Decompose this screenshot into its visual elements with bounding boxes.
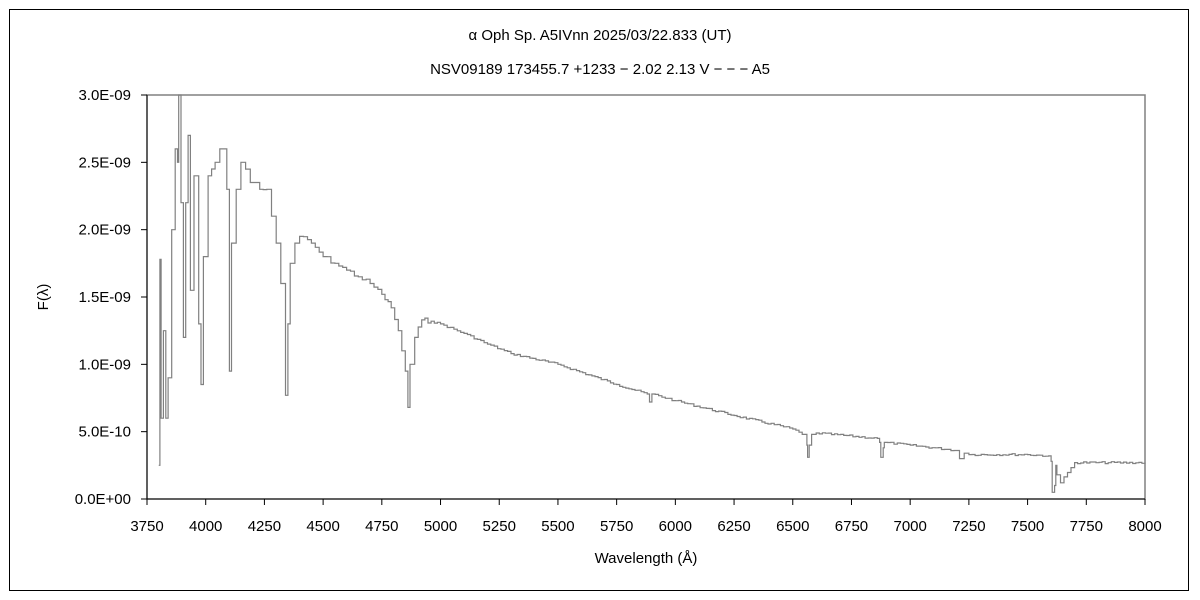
y-tick-label: 5.0E-10: [78, 424, 131, 441]
x-axis-label: Wavelength (Å): [595, 550, 698, 567]
x-tick-label: 7000: [893, 518, 926, 535]
x-tick-label: 6000: [659, 518, 692, 535]
x-tick-label: 8000: [1128, 518, 1161, 535]
y-tick-label: 1.0E-09: [78, 356, 131, 373]
y-tick-label: 2.5E-09: [78, 154, 131, 171]
x-tick-label: 6250: [717, 518, 750, 535]
y-axis-label: F(λ): [35, 284, 52, 311]
chart-subtitle: NSV09189 173455.7 +1233 − 2.02 2.13 V − …: [430, 61, 770, 78]
y-tick-label: 0.0E+00: [75, 491, 131, 508]
y-tick-label: 3.0E-09: [78, 87, 131, 104]
x-tick-label: 6750: [835, 518, 868, 535]
x-tick-label: 5500: [541, 518, 574, 535]
chart-frame: [9, 9, 1189, 591]
y-tick-label: 2.0E-09: [78, 222, 131, 239]
x-tick-label: 7250: [952, 518, 985, 535]
plot-area: [146, 94, 1146, 500]
x-tick-label: 3750: [130, 518, 163, 535]
x-tick-label: 4000: [189, 518, 222, 535]
spectrum-line: [158, 94, 1146, 493]
x-tick-label: 5000: [424, 518, 457, 535]
y-tick-label: 1.5E-09: [78, 289, 131, 306]
x-tick-label: 4250: [248, 518, 281, 535]
x-tick-label: 4500: [306, 518, 339, 535]
x-tick-label: 4750: [365, 518, 398, 535]
chart-title: α Oph Sp. A5IVnn 2025/03/22.833 (UT): [468, 27, 732, 44]
x-tick-label: 6500: [776, 518, 809, 535]
x-tick-label: 5250: [483, 518, 516, 535]
x-tick-label: 7500: [1011, 518, 1044, 535]
x-tick-label: 5750: [600, 518, 633, 535]
x-tick-label: 7750: [1070, 518, 1103, 535]
